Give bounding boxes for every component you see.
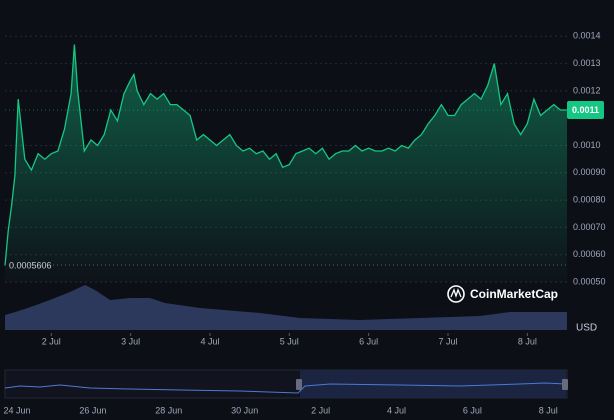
x-tick-label: 4 Jul (200, 336, 219, 346)
y-tick-label: 0.0013 (573, 58, 601, 68)
y-tick-label: 0.00060 (573, 249, 606, 259)
navigator-label: 4 Jul (387, 405, 406, 415)
navigator-label: 26 Jun (79, 405, 106, 415)
area (5, 44, 567, 282)
navigator-handle[interactable] (562, 379, 568, 390)
last-value-label: 0.0011 (572, 105, 599, 115)
navigator-label: 8 Jul (539, 405, 558, 415)
navigator-label: 30 Jun (231, 405, 258, 415)
y-tick-label: 0.0014 (573, 31, 601, 41)
y-tick-label: 0.00080 (573, 194, 606, 204)
last-value-tag (567, 101, 604, 120)
min-label: 0.0005606 (9, 260, 52, 270)
y-tick-label: 0.0010 (573, 140, 601, 150)
brand-name: CoinMarketCap (470, 287, 558, 301)
navigator-label: 24 Jun (3, 405, 30, 415)
currency-label: USD (576, 323, 597, 334)
x-tick-label: 7 Jul (438, 336, 457, 346)
y-tick-label: 0.00090 (573, 167, 606, 177)
brand-logo: CoinMarketCap (447, 285, 558, 303)
line (4, 44, 567, 266)
y-tick-label: 0.00050 (573, 276, 606, 286)
navigator-label: 28 Jun (155, 405, 182, 415)
navigator-line (4, 382, 567, 394)
x-tick-label: 3 Jul (121, 336, 140, 346)
navigator-label: 6 Jul (463, 405, 482, 415)
x-tick-label: 2 Jul (42, 336, 61, 346)
y-tick-label: 0.0012 (573, 85, 601, 95)
x-tick-label: 6 Jul (359, 336, 378, 346)
navigator-handle[interactable] (296, 379, 302, 390)
x-tick-label: 5 Jul (280, 336, 299, 346)
volume-area (5, 285, 567, 330)
y-tick-label: 0.00070 (573, 222, 606, 232)
navigator-label: 2 Jul (311, 405, 330, 415)
x-tick-label: 8 Jul (518, 336, 537, 346)
